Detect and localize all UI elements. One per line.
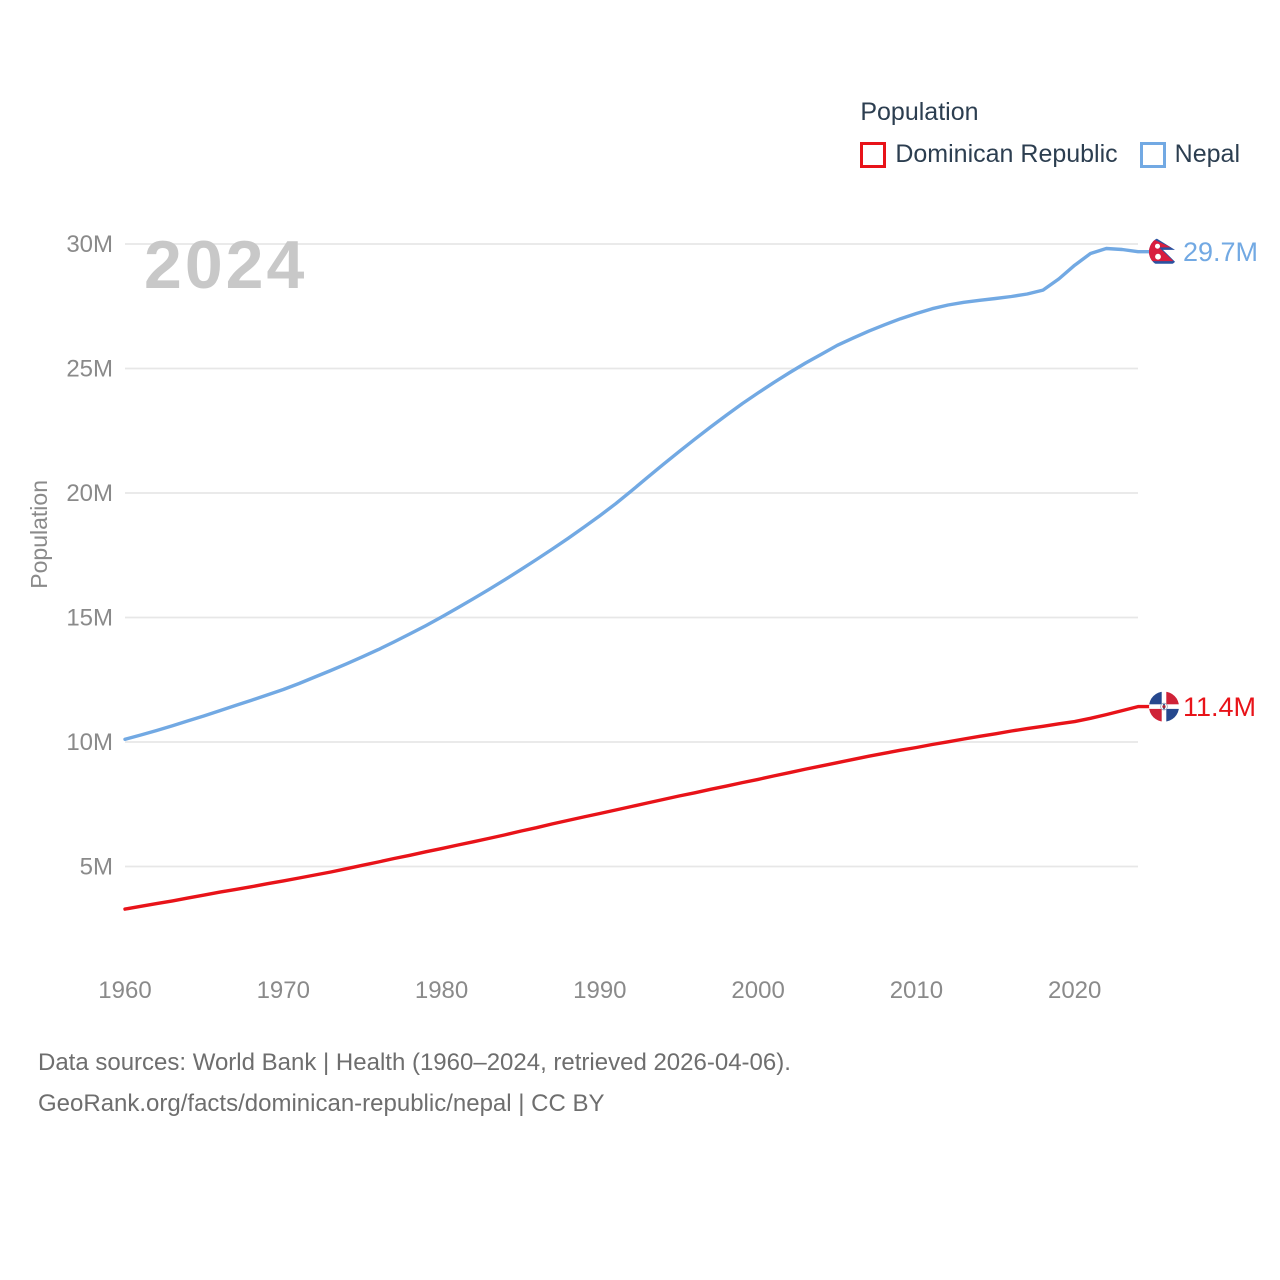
- year-watermark: 2024: [144, 227, 308, 303]
- legend-items: Dominican Republic Nepal: [860, 140, 1240, 169]
- series-line-nepal[interactable]: [123, 246, 1153, 741]
- x-tick-1980: 1980: [415, 977, 468, 1004]
- x-tick-1970: 1970: [257, 977, 310, 1004]
- footer-sources: Data sources: World Bank | Health (1960–…: [38, 1042, 791, 1124]
- dominican-republic-flag-icon: [1149, 691, 1179, 722]
- x-tick-2010: 2010: [890, 977, 943, 1004]
- y-tick-20M: 20M: [66, 480, 113, 507]
- nepal-flag-icon: [1149, 236, 1179, 267]
- nepal-swatch-icon: [1139, 141, 1166, 168]
- footer-line1: Data sources: World Bank | Health (1960–…: [38, 1049, 791, 1076]
- legend-item-dominican-republic[interactable]: Dominican Republic: [860, 140, 1118, 169]
- dominican-republic-swatch-icon: [860, 141, 887, 168]
- legend-item-label: Nepal: [1174, 140, 1240, 168]
- x-tick-1960: 1960: [98, 977, 151, 1004]
- legend: Population Dominican Republic Nepal: [860, 98, 1240, 169]
- footer-line2: GeoRank.org/facts/dominican-republic/nep…: [38, 1090, 605, 1117]
- x-tick-2020: 2020: [1048, 977, 1101, 1004]
- legend-item-label: Dominican Republic: [895, 140, 1118, 168]
- y-tick-25M: 25M: [66, 356, 113, 383]
- y-tick-30M: 30M: [66, 231, 113, 258]
- y-tick-15M: 15M: [66, 605, 113, 632]
- x-tick-2000: 2000: [731, 977, 784, 1004]
- dominican-republic-end-value-label: 11.4M: [1183, 692, 1256, 722]
- y-tick-5M: 5M: [80, 854, 113, 881]
- nepal-end-value-label: 29.7M: [1183, 237, 1258, 267]
- y-axis-title: Population: [26, 480, 52, 589]
- x-tick-1990: 1990: [573, 977, 626, 1004]
- legend-title: Population: [860, 98, 979, 126]
- series-line-dominican-republic[interactable]: [123, 704, 1153, 911]
- y-tick-10M: 10M: [66, 729, 113, 756]
- legend-item-nepal[interactable]: Nepal: [1139, 140, 1240, 169]
